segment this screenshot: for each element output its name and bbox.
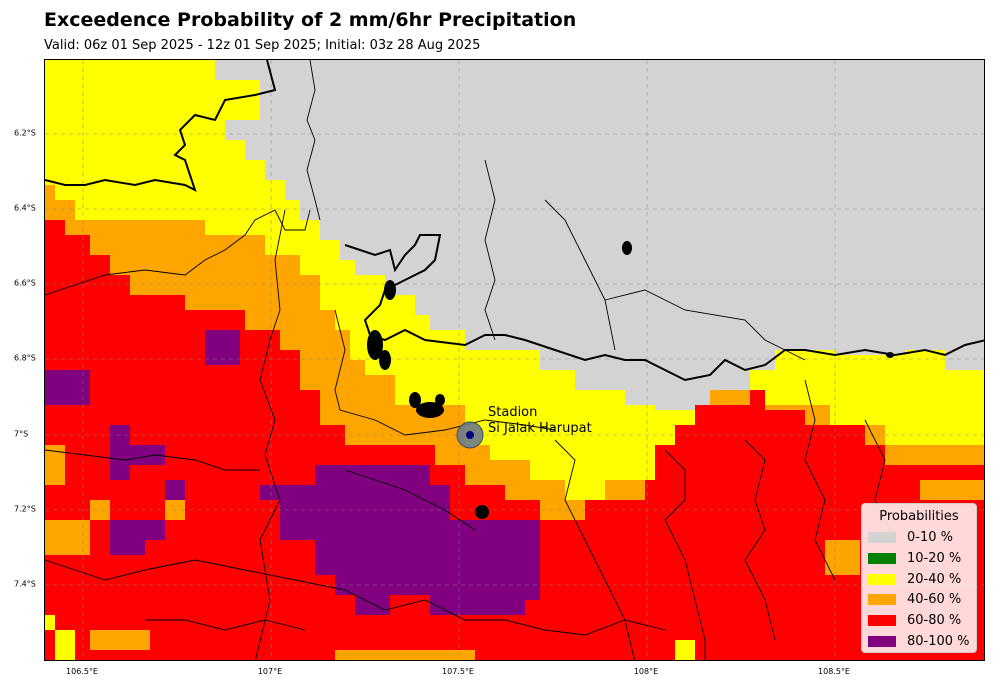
gridlines [45,60,984,660]
x-tick-label: 106.5°E [66,667,98,676]
legend-label: 40-60 % [907,591,962,607]
orange-patch-11 [825,540,860,575]
y-tick-label: 6.4°S [14,203,36,213]
y-tick-label: 6.2°S [14,128,36,138]
x-tick-label: 108.5°E [818,667,850,676]
map-title: Exceedence Probability of 2 mm/6hr Preci… [44,9,577,31]
purple-patch-central [260,465,540,615]
station-marker [456,421,484,449]
orange-patch-8 [805,405,830,425]
legend-swatch [868,531,896,543]
orange-patch-1 [45,445,65,485]
x-tick-label: 108°E [633,667,659,676]
orange-patch-9 [885,445,945,465]
purple-patch-west [45,370,90,405]
legend-label: 10-20 % [907,550,962,566]
purple-patch-small [165,480,185,500]
map-subtitle: Valid: 06z 01 Sep 2025 - 12z 01 Sep 2025… [44,38,481,53]
purple-patch-sw [110,425,165,480]
legend-item: 0-10 % [868,528,953,546]
purple-patch-s2 [110,520,165,555]
region-60-80 [45,220,984,660]
station-label-line2: Si Jalak Harupat [488,421,592,436]
y-tick-label: 6.8°S [14,353,36,363]
legend-item: 80-100 % [868,632,970,650]
legend-label: 80-100 % [907,633,970,649]
purple-patch-nw [205,330,240,365]
reservoir-shapes [367,241,894,519]
orange-patch-5 [90,630,150,650]
station-label-line1: Stadion [488,405,538,420]
orange-patch-6 [335,650,475,660]
orange-patch-3 [90,500,110,520]
legend-label: 20-40 % [907,571,962,587]
yellow-patch-se [675,640,695,660]
x-tick-label: 107°E [257,667,283,676]
legend-swatch [868,552,896,564]
legend-label: 60-80 % [907,612,962,628]
legend-label: 0-10 % [907,529,953,545]
legend-title: Probabilities [879,509,959,524]
orange-patch-2 [45,520,90,555]
yellow-patch-s [55,630,75,660]
x-tick-label: 107.5°E [442,667,474,676]
legend-item: 20-40 % [868,570,961,588]
orange-patch-10 [920,480,984,500]
y-tick-label: 6.6°S [14,278,36,288]
probability-map [45,60,984,660]
legend: Probabilities 0-10 % 10-20 % 20-40 % 40-… [861,503,977,653]
coastline-north [45,60,984,382]
yellow-patch-sw [45,615,55,630]
legend-item: 10-20 % [868,549,961,567]
y-tick-label: 7.4°S [14,579,36,589]
orange-patch-7 [710,390,750,405]
legend-swatch [868,573,896,585]
legend-swatch [868,635,896,647]
legend-item: 40-60 % [868,590,961,608]
legend-swatch [868,593,896,605]
admin-boundaries [45,60,896,660]
legend-item: 60-80 % [868,611,961,629]
map-panel [44,59,985,661]
y-tick-label: 7°S [14,429,29,439]
legend-swatch [868,614,896,626]
y-tick-label: 7.2°S [14,504,36,514]
station-label: Stadion Si Jalak Harupat [488,405,592,437]
